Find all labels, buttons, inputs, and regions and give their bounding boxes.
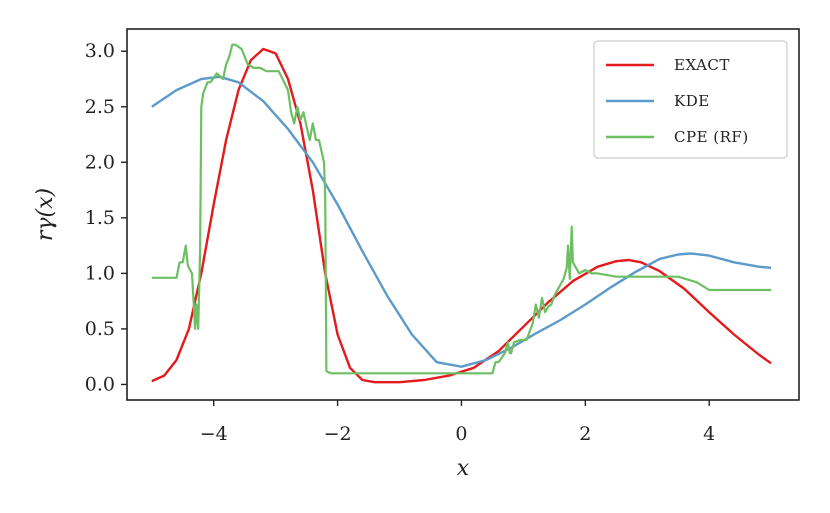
legend-label-exact: EXACT [674, 56, 730, 74]
x-axis-label: x [457, 456, 470, 481]
axes: −4 −2 0 2 4 0.0 0.5 1.0 1.5 2.0 2.5 3.0 x rγ(x) [33, 28, 800, 481]
legend-box [593, 40, 788, 159]
plot-area [151, 43, 772, 384]
x-tick-label: 0 [455, 423, 467, 445]
y-tick-label: 0.5 [85, 318, 115, 340]
x-tick-label: −4 [200, 423, 228, 445]
y-tick-label: 0.0 [85, 373, 115, 395]
series-line-exact [151, 47, 772, 384]
y-tick-label: 2.0 [85, 151, 115, 173]
y-tick-label: 3.0 [85, 40, 115, 62]
y-axis-label: rγ(x) [33, 188, 58, 241]
y-tick-label: 1.0 [85, 262, 115, 284]
y-tick-label: 1.5 [85, 207, 115, 229]
series-line-cpe-rf [151, 43, 772, 375]
series-line-kde [151, 75, 772, 368]
x-tick-label: 4 [703, 423, 715, 445]
x-tick-label: −2 [324, 423, 352, 445]
series-group [151, 43, 772, 384]
plot-frame [126, 28, 800, 401]
x-tick-label: 2 [579, 423, 591, 445]
legend: EXACT KDE CPE (RF) [593, 40, 788, 159]
legend-label-kde: KDE [674, 92, 710, 110]
legend-label-cpe-rf: CPE (RF) [674, 128, 749, 146]
y-tick-label: 2.5 [85, 96, 115, 118]
